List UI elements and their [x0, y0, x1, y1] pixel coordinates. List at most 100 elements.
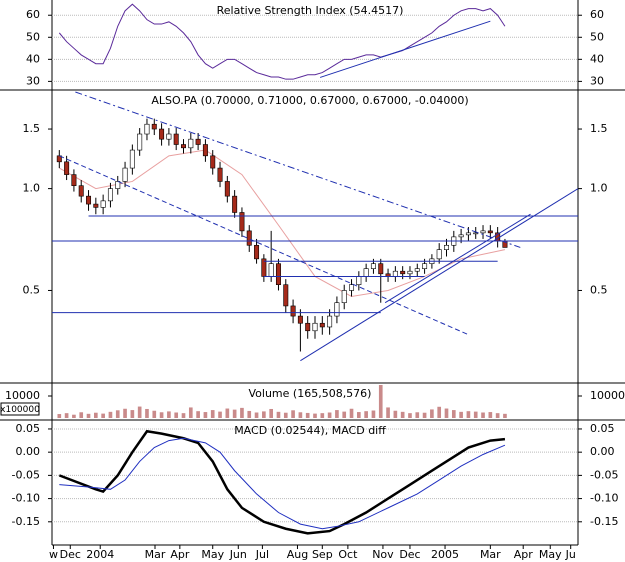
series-line	[59, 437, 506, 530]
candle-body	[275, 263, 281, 285]
candle-body	[480, 230, 486, 234]
volume-bar	[481, 412, 485, 418]
volume-bar	[283, 412, 288, 418]
candle-body	[217, 167, 223, 182]
candle-body	[458, 234, 464, 238]
candle-body	[349, 284, 355, 291]
volume-bar	[123, 408, 127, 418]
volume-bar	[64, 413, 69, 418]
volume-bar	[57, 414, 62, 418]
x-tick-label: Nov	[372, 548, 394, 561]
volume-bar	[181, 413, 186, 418]
volume-bar	[305, 412, 310, 418]
y-tick-label: 60	[26, 8, 40, 21]
volume-bar	[262, 411, 266, 418]
trend-line	[384, 213, 531, 304]
candle-body	[173, 133, 179, 145]
panel-title: ALSO.PA (0.70000, 0.71000, 0.67000, 0.67…	[151, 94, 468, 107]
trend-line	[59, 155, 469, 336]
y-tick-label: 30	[590, 74, 604, 87]
candle-body	[202, 144, 208, 157]
candle-body	[195, 138, 201, 145]
candle-body	[436, 249, 442, 260]
volume-bar	[503, 413, 507, 418]
volume-bar	[320, 413, 325, 418]
unit-label: x100000	[0, 405, 40, 415]
x-tick-label: Ju	[565, 548, 576, 561]
candle-body	[224, 181, 230, 197]
volume-bar	[298, 412, 303, 418]
y-tick-label: 10000	[5, 389, 40, 402]
y-tick-label: -0.10	[590, 492, 618, 505]
volume-bar	[451, 410, 456, 418]
volume-bar	[408, 413, 412, 418]
volume-bar	[152, 410, 157, 418]
volume-bar	[232, 409, 237, 418]
volume-bar	[145, 408, 149, 418]
volume-bar	[371, 410, 376, 418]
y-tick-label: 40	[590, 52, 604, 65]
candle-body	[181, 144, 186, 149]
volume-bar	[196, 411, 200, 418]
volume-bar	[393, 410, 398, 418]
y-tick-label: 0.00	[590, 445, 615, 458]
volume-bar	[254, 412, 259, 418]
y-tick-label: 30	[26, 74, 40, 87]
y-tick-label: 50	[590, 30, 604, 43]
trend-line	[75, 91, 521, 248]
volume-bar	[357, 412, 361, 418]
candle-body	[465, 232, 471, 236]
y-tick-label: -0.15	[12, 515, 40, 528]
candle-body	[93, 203, 99, 208]
volume-bar	[240, 407, 244, 418]
volume-bar	[364, 411, 368, 418]
volume-bar	[335, 410, 339, 418]
volume-bar	[430, 409, 434, 418]
y-tick-label: 0.5	[590, 283, 608, 296]
x-tick-label: Dec	[399, 548, 420, 561]
y-tick-label: -0.15	[590, 515, 618, 528]
candle-body	[356, 276, 362, 285]
volume-bar	[291, 410, 295, 418]
candle-body	[327, 315, 333, 328]
candle-body	[129, 149, 135, 169]
x-tick-label: w	[49, 548, 58, 561]
candle-body	[71, 174, 77, 187]
volume-bar	[437, 406, 442, 418]
series-line	[58, 3, 506, 80]
candle-body	[297, 315, 303, 324]
y-tick-label: 40	[26, 52, 40, 65]
candle-body	[239, 212, 245, 232]
volume-bar	[86, 413, 91, 418]
candle-body	[159, 128, 165, 140]
x-tick-label: Aug	[287, 548, 308, 561]
panel	[57, 385, 507, 418]
series-line	[58, 429, 506, 535]
x-tick-label: Mar	[145, 548, 166, 561]
x-tick-label: Sep	[312, 548, 333, 561]
candle-body	[64, 161, 70, 175]
x-tick-label: May	[201, 548, 224, 561]
candle-body	[378, 263, 384, 275]
y-tick-label: 60	[590, 8, 604, 21]
candle-body	[210, 155, 216, 169]
candle-body	[144, 123, 150, 135]
candle-body	[166, 133, 172, 140]
panel-title: MACD (0.02544), MACD diff	[234, 424, 386, 437]
volume-bar	[167, 411, 171, 418]
volume-bar	[459, 411, 463, 418]
volume-bar	[174, 412, 179, 418]
candle-body	[115, 181, 121, 189]
candle-body	[283, 284, 289, 307]
volume-bar	[247, 410, 252, 418]
y-tick-label: 10000	[590, 389, 625, 402]
volume-bar	[313, 413, 317, 418]
panel-title: Volume (165,508,576)	[249, 387, 372, 400]
volume-bar	[378, 385, 383, 418]
candle-body	[392, 270, 398, 277]
x-tick-label: Oct	[338, 548, 358, 561]
y-tick-label: 0.05	[590, 422, 615, 435]
candle-body	[407, 270, 413, 275]
candle-body	[122, 167, 128, 182]
